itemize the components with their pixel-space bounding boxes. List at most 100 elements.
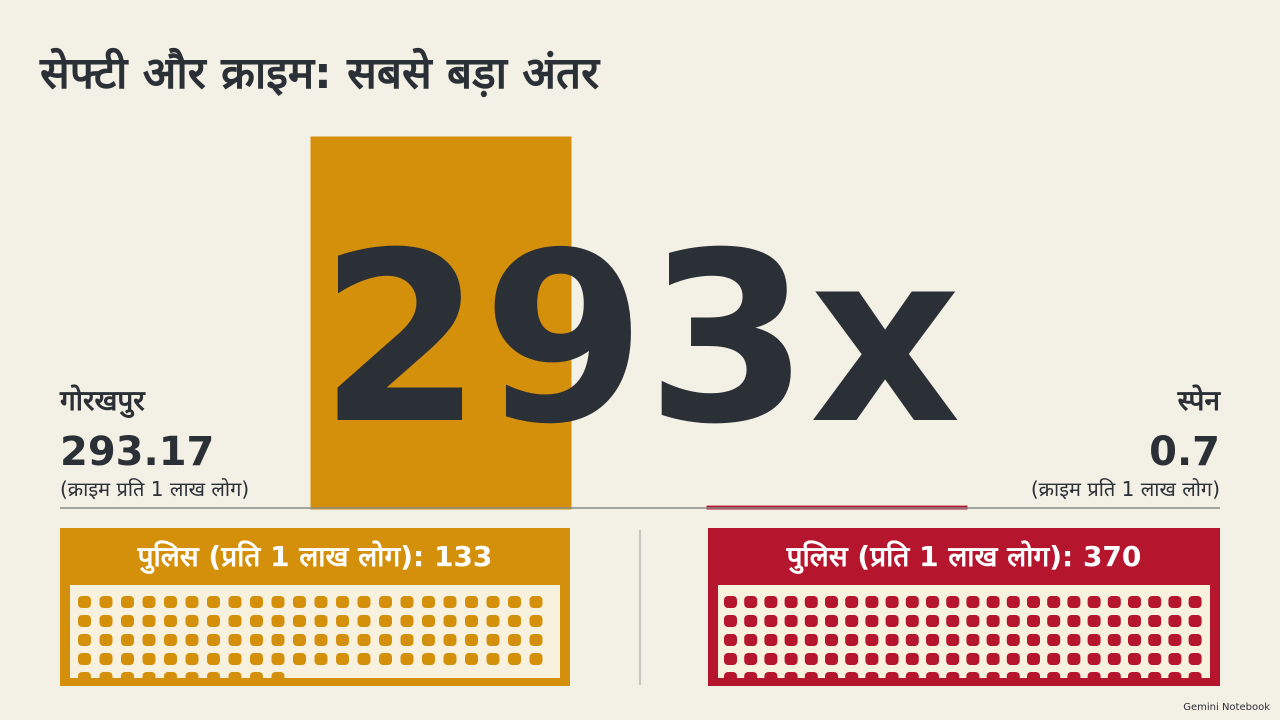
police-label: पुलिस (प्रति 1 लाख लोग): [137,540,425,574]
badge-icon [250,672,263,684]
badge-icon [99,672,113,684]
left-crime: 293.17 [60,429,214,475]
badge-icon [1067,653,1081,665]
badge-icon [865,672,879,684]
badge-icon [422,615,435,627]
badge-icon [905,634,919,646]
badge-icon [865,634,879,646]
badge-icon [250,634,263,646]
badge-icon [250,653,263,665]
badge-icon [379,653,392,665]
badge-icon [78,615,91,627]
badge-icon [164,634,177,646]
badge-icon [465,634,478,646]
badge-icon [905,672,919,684]
badge-icon [744,634,758,646]
badge-icon [825,596,838,608]
badge-icon [508,596,521,608]
badge-icon [400,634,414,646]
badge-icon [744,596,758,608]
badge-icon [784,615,798,627]
badge-icon [724,653,737,665]
badge-icon [926,596,939,608]
badge-icon [271,672,285,684]
badge-icon [1168,653,1182,665]
badge-icon [164,596,177,608]
badge-icon [443,596,457,608]
badge-icon [1027,634,1040,646]
badge-icon [228,615,242,627]
badge-icon [142,634,156,646]
badge-icon [724,634,737,646]
badge-icon [845,634,859,646]
badge-icon [1027,672,1040,684]
badge-icon [865,596,879,608]
badge-icon [314,615,328,627]
badge-icon [207,653,220,665]
badge-icon [1168,672,1182,684]
badge-icon [508,653,521,665]
badge-icon [825,672,838,684]
right-crime: 0.7 [1149,429,1220,475]
crime-bar [310,136,572,510]
badge-icon [1148,672,1162,684]
badge-icon [99,634,113,646]
badge-icon [1188,634,1202,646]
badge-icon [1188,672,1202,684]
badge-icon [121,672,134,684]
badge-icon [508,615,521,627]
badge-icon [1027,596,1040,608]
badge-icon [764,672,778,684]
badge-icon [142,596,156,608]
badge-icon [1047,634,1061,646]
badge-icon [357,596,371,608]
badge-icon [78,672,91,684]
badge-icon [379,596,392,608]
badge-icon [986,596,1000,608]
badge-icon [986,615,1000,627]
badge-icon [804,596,818,608]
badge-icon [443,653,457,665]
badge-icon [1067,615,1081,627]
badge-icon [724,596,737,608]
badge-icon [336,653,349,665]
badge-icon [142,653,156,665]
badge-icon [885,634,899,646]
badge-icon [99,615,113,627]
badge-icon [825,615,838,627]
badge-icon [465,596,478,608]
badge-icon [744,653,758,665]
badge-icon [946,672,960,684]
badge-icon [1067,596,1081,608]
badge-icon [486,653,500,665]
badge-icon [1067,672,1081,684]
badge-icon [293,596,306,608]
badge-icon [529,634,543,646]
badge-icon [926,615,939,627]
badge-icon [845,672,859,684]
badge-icon [1047,672,1061,684]
badge-icon [1148,615,1162,627]
badge-icon [1107,634,1121,646]
badge-icon [764,596,778,608]
badge-icon [422,653,435,665]
police-value: 133 [434,540,492,573]
badge-icon [1128,653,1141,665]
badge-icon [207,615,220,627]
badge-icon [1128,672,1141,684]
badge-icon [1148,596,1162,608]
badge-icon [336,615,349,627]
badge-icon [422,596,435,608]
badge-icon [885,653,899,665]
badge-icon [865,615,879,627]
badge-icon [271,596,285,608]
badge-icon [164,653,177,665]
badge-icon [185,672,199,684]
badge-icon [164,615,177,627]
badge-icon [271,634,285,646]
badge-icon [1027,653,1040,665]
badge-icon [946,634,960,646]
badge-icon [1006,634,1020,646]
ratio: 293x [319,203,961,476]
